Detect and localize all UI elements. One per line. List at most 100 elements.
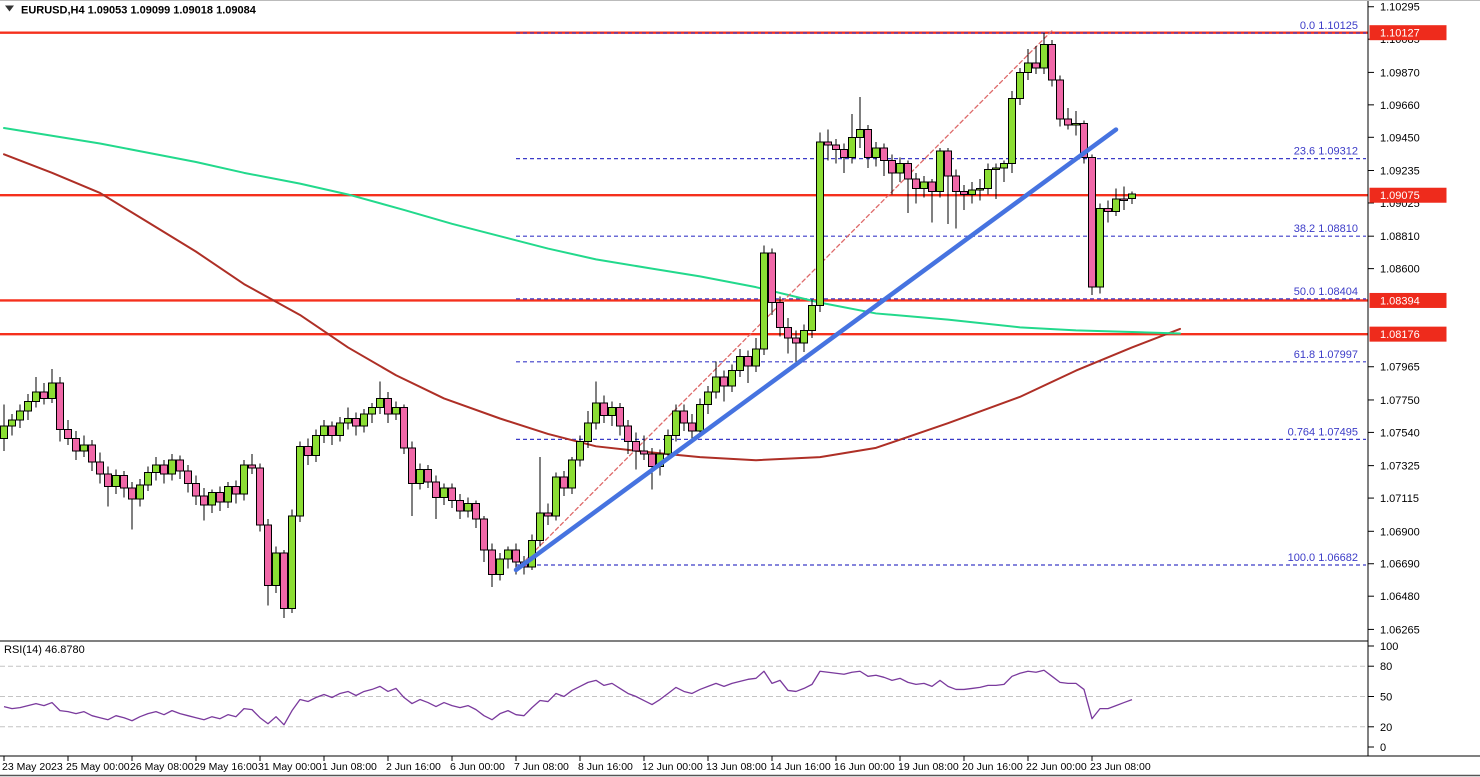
candle-body-bull [296,445,304,517]
candle-body-bull [696,404,704,432]
candle-body-bear [912,178,920,189]
moving-averages-layer [3,127,1181,462]
candle-body-bull [288,515,296,610]
candle-body-bear [616,407,624,427]
rsi-scale-label: 80 [1380,661,1392,673]
fibonacci-layer[interactable] [516,32,1366,566]
candle-body-bull [848,136,856,158]
candle-body-bear [512,549,520,563]
trendline-layer[interactable] [513,127,1119,573]
candle-body-bull [728,370,736,387]
fib-level-label: 23.6 1.09312 [1294,146,1358,158]
rsi-axis[interactable]: 100 80 50 20 0 [1368,641,1398,754]
candle-body-bear [840,149,848,158]
candle-body-bear [56,382,64,430]
candle-body-bear [1104,207,1112,212]
candle-body-bull [1072,122,1080,126]
candle-body-bull [664,434,672,455]
candle-body-bear [864,129,872,158]
time-label: 20 Jun 16:00 [962,761,1023,773]
candle-body-bear [648,453,656,467]
candle-body-bull [1008,98,1016,165]
price-tick-label: 1.07540 [1380,427,1420,439]
candle-body-bull [376,397,384,409]
price-tick-label: 1.09235 [1380,166,1420,178]
support-trendline[interactable] [513,127,1119,573]
candle-body-bull [736,356,744,372]
candle-body-bear [776,302,784,328]
candle-body-bear [744,356,752,367]
candle-body-bull [704,391,712,406]
candle-body-bear [328,425,336,436]
fib-level-label: 0.0 1.10125 [1300,20,1358,32]
candle-body-bear [1048,44,1056,81]
candle-body-bear [1080,122,1088,158]
candle-body-bear [624,425,632,443]
candle-body-bear [632,441,640,452]
time-axis[interactable]: 23 May 2023 25 May 00:00 26 May 08:00 29 Ma… [2,756,1151,773]
candle-body-bear [104,473,112,487]
time-label: 1 Jun 08:00 [322,761,377,773]
price-axis[interactable]: 1.102951.100851.098701.096601.094501.092… [1368,2,1447,637]
momentum-trendline[interactable] [515,30,1053,571]
candle-body-bull [816,141,824,307]
dashed-trendline-layer[interactable] [515,30,1053,571]
candle-body-bull [712,376,720,393]
candle-body-bear [544,512,552,517]
candle-body-bull [240,464,248,495]
price-tick-label: 1.10295 [1380,2,1420,14]
candle-body-bear [640,450,648,455]
time-label: 7 Jun 08:00 [514,761,569,773]
candle-body-bear [432,481,440,498]
symbol-dropdown-icon[interactable] [5,5,14,12]
candle-body-bear [96,461,104,475]
candle-body-bear [488,549,496,576]
candle-body-bull [320,425,328,436]
main-plot: 0.0 1.10125 23.6 1.09312 38.2 1.08810 50.0 … [0,20,1368,618]
candle-body-bear [384,397,392,415]
candle-body-bull [752,348,760,367]
candle-body-bear [792,337,800,344]
price-tick-label: 1.06265 [1380,624,1420,636]
candle-body-bear [720,376,728,387]
candle-body-bear [64,428,72,440]
candle-body-bull [568,459,576,489]
candle-body-bear [600,402,608,416]
price-badge-label: 1.10127 [1380,28,1420,40]
candle-body-bear [184,470,192,484]
candle-body-bull [984,169,992,189]
rsi-scale-label: 0 [1380,742,1386,754]
fib-level-label: 38.2 1.08810 [1294,223,1358,235]
candle-body-bull [224,485,232,503]
price-tick-label: 1.07325 [1380,461,1420,473]
time-label: 26 May 08:00 [130,761,194,773]
candle-body-bull [32,391,40,403]
price-badge [1369,25,1447,41]
price-badge [1369,326,1447,342]
fib-level-label: 100.0 1.06682 [1288,552,1358,564]
candle-body-bear [192,482,200,497]
candle-body-bull [920,181,928,189]
candle-body-bull [496,558,504,576]
candle-body-bull [536,512,544,542]
rsi-plot [0,665,1368,728]
candle-body-bull [48,382,56,399]
price-badge [1369,187,1447,203]
time-label: 2 Jun 16:00 [386,761,441,773]
time-label: 31 May 00:00 [258,761,322,773]
candle-body-bear [688,422,696,432]
time-label: 16 Jun 00:00 [834,761,895,773]
candle-body-bear [216,492,224,503]
price-tick-label: 1.06480 [1380,591,1420,603]
time-label: 19 Jun 08:00 [898,761,959,773]
price-badge [1369,292,1447,308]
time-label: 12 Jun 00:00 [642,761,703,773]
fib-level-label: 50.0 1.08404 [1294,286,1358,298]
candle-body-bull [576,441,584,461]
candle-body-bull [24,401,32,412]
resistance-lines-layer[interactable] [0,31,1368,336]
candle-body-bear [128,487,136,500]
candle-body-bear [72,438,80,452]
candle-body-bull [336,422,344,436]
